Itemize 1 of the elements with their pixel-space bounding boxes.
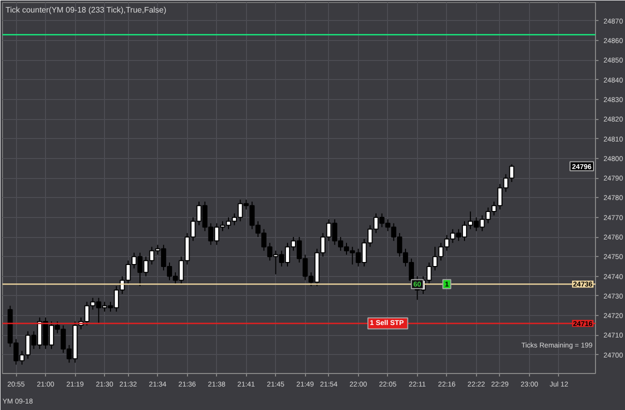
chart-title: Tick counter(YM 09-18 (233 Tick),True,False) bbox=[6, 6, 167, 14]
